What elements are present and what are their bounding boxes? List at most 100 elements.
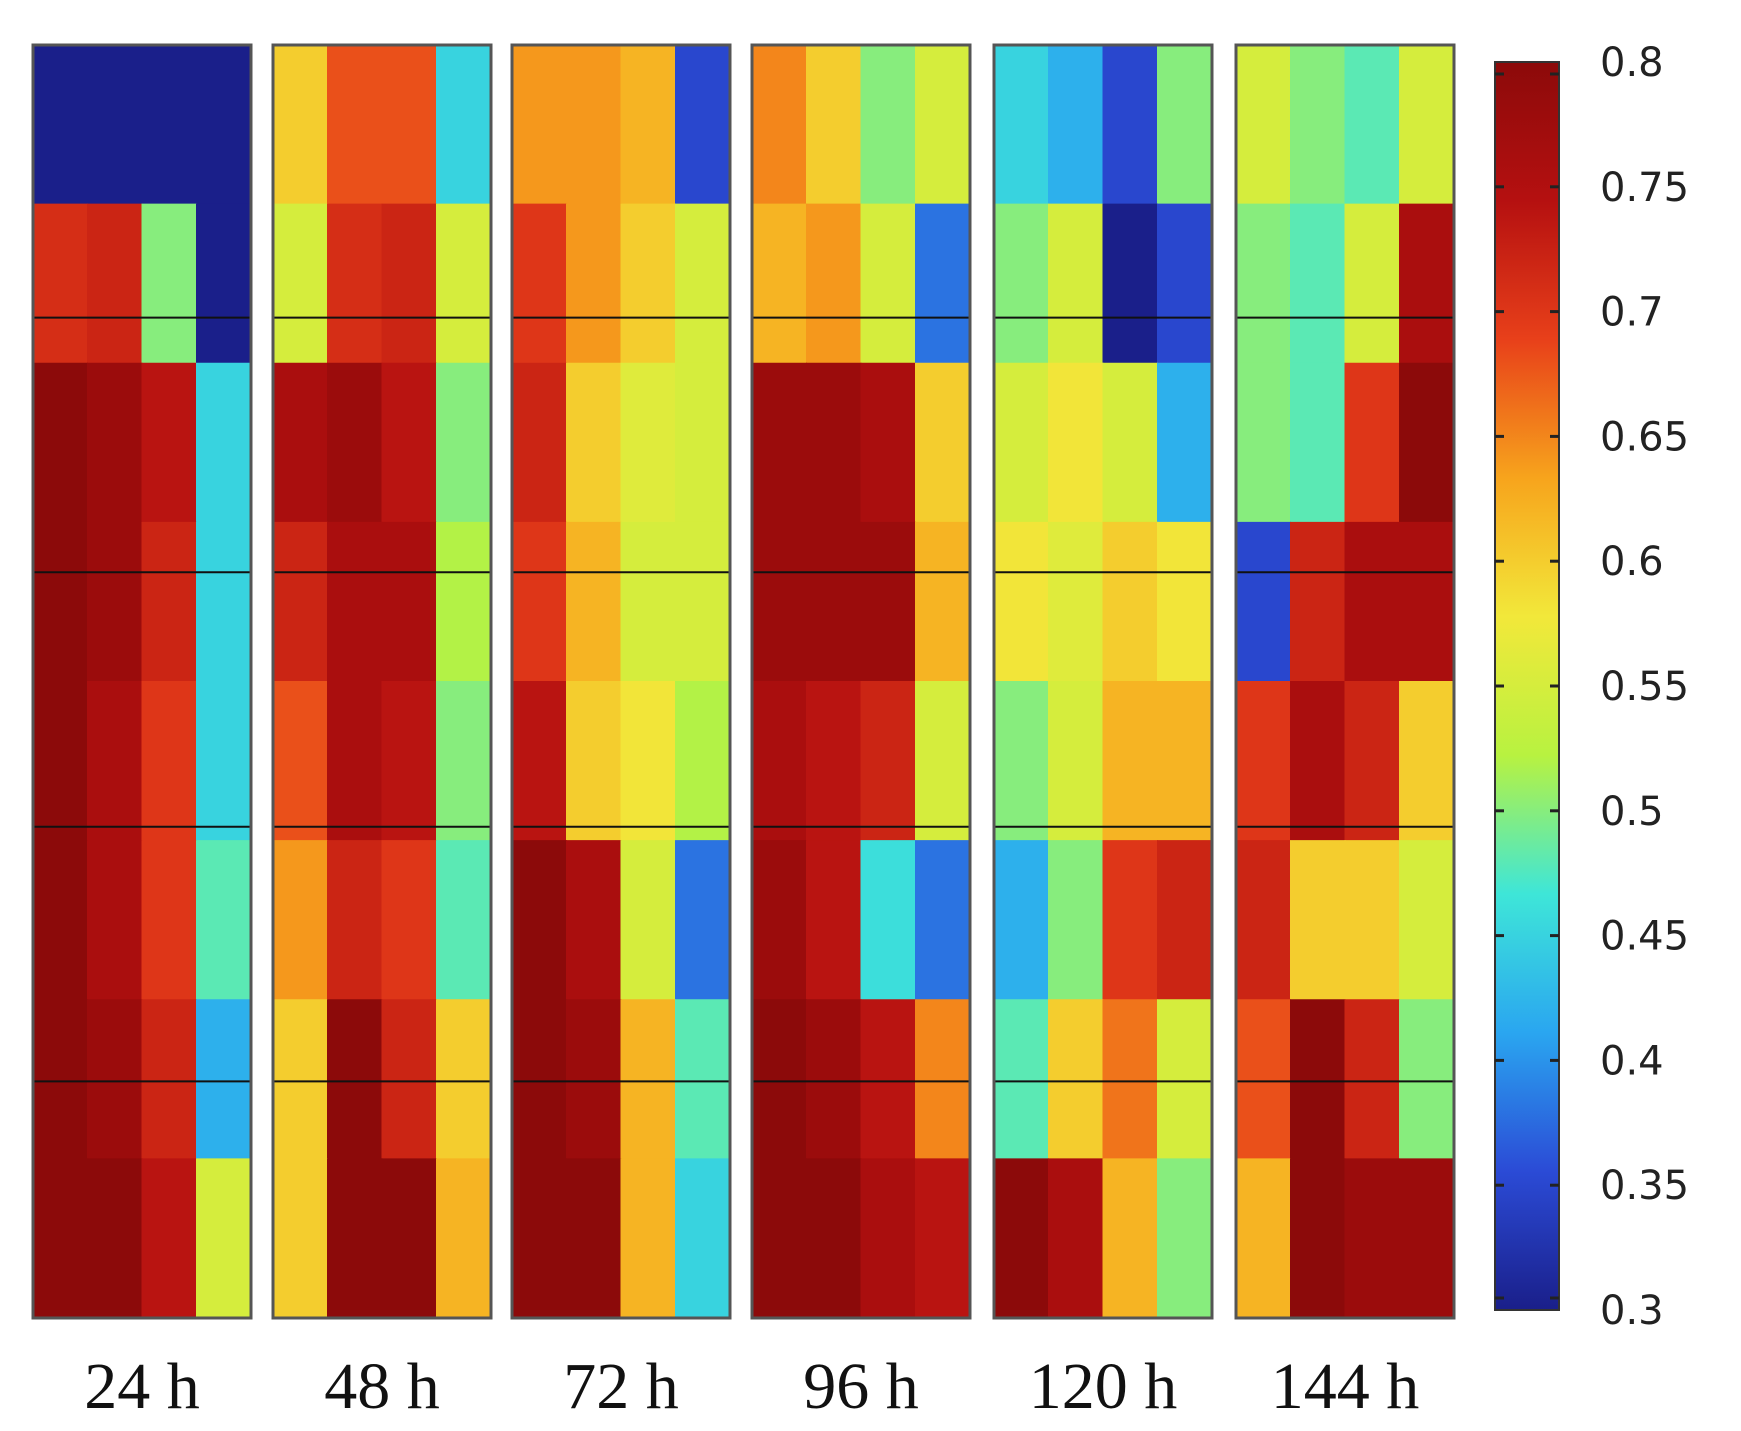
colorbar-tick-label: 0.8 [1600, 40, 1664, 86]
heatmap-cell [196, 1158, 251, 1318]
heatmap-cell [273, 45, 328, 205]
heatmap-cells [1236, 45, 1454, 1318]
heatmap-cell [327, 1158, 383, 1318]
heatmap-cell [806, 45, 862, 205]
heatmap-cell [860, 999, 916, 1160]
heatmap-cell [1048, 840, 1104, 1001]
heatmap-cell [512, 999, 567, 1160]
heatmap-cell [1102, 45, 1158, 205]
heatmap-cell [675, 999, 730, 1160]
heatmap-cell [381, 681, 437, 842]
heatmap-cell [1399, 45, 1454, 205]
heatmap-cell [675, 203, 730, 364]
heatmap-cell [994, 521, 1049, 682]
heatmap-cell [860, 840, 916, 1001]
heatmap-cell [860, 681, 916, 842]
colorbar-tick-label: 0.6 [1600, 539, 1664, 585]
heatmap-cell [620, 999, 676, 1160]
heatmap-panel: 24 h [31, 43, 253, 1423]
heatmap-cell [566, 681, 622, 842]
panel-border [31, 43, 253, 1320]
heatmap-cell [620, 362, 676, 523]
colorbar: 0.8 0.75 0.7 0.65 0.6 0.55 0.5 0.45 0.4 0.35 0.3 [1494, 40, 1689, 1334]
heatmap-cell [327, 45, 383, 205]
heatmap-cell [1157, 362, 1212, 523]
heatmap-cell [327, 362, 383, 523]
heatmap-cell [1290, 521, 1346, 682]
heatmap-cells [994, 45, 1212, 1318]
heatmap-cell [1157, 999, 1212, 1160]
colorbar-tick-label: 0.5 [1600, 789, 1664, 835]
heatmap-cell [436, 521, 491, 682]
panel-label: 120 h [1029, 1350, 1178, 1423]
heatmap-cell [675, 521, 730, 682]
heatmap-cell [327, 521, 383, 682]
heatmap-cell [33, 521, 88, 682]
heatmap-cell [752, 681, 807, 842]
heatmap-cell [87, 1158, 143, 1318]
heatmap-cell [327, 840, 383, 1001]
heatmap-cell [1157, 840, 1212, 1001]
heatmap-cell [1399, 1158, 1454, 1318]
panel-border [992, 43, 1214, 1320]
heatmap-cell [806, 203, 862, 364]
heatmap-cell [1157, 45, 1212, 205]
heatmap-cell [141, 521, 197, 682]
heatmap-cell [1236, 681, 1291, 842]
heatmap-cell [752, 521, 807, 682]
heatmap-cell [1344, 681, 1400, 842]
heatmap-cell [87, 521, 143, 682]
heatmap-cell [436, 840, 491, 1001]
heatmap-cell [273, 521, 328, 682]
heatmap-cell [1048, 681, 1104, 842]
heatmap-cell [915, 45, 970, 205]
colorbar-rect [1494, 61, 1560, 1311]
heatmap-cell [512, 203, 567, 364]
heatmap-cell [512, 521, 567, 682]
heatmap-cell [87, 45, 143, 205]
heatmap-cell [436, 362, 491, 523]
heatmap-cell [620, 681, 676, 842]
heatmap-panel: 96 h [750, 43, 972, 1423]
heatmap-cell [806, 521, 862, 682]
heatmap-cell [1290, 1158, 1346, 1318]
heatmap-cell [1399, 840, 1454, 1001]
colorbar-tick-label: 0.75 [1600, 165, 1689, 211]
heatmap-cell [1157, 1158, 1212, 1318]
heatmap-cell [675, 840, 730, 1001]
heatmap-cell [1344, 362, 1400, 523]
heatmap-cell [566, 1158, 622, 1318]
heatmap-cell [860, 521, 916, 682]
heatmap-cell [1290, 203, 1346, 364]
heatmap-cell [752, 999, 807, 1160]
heatmap-cell [436, 45, 491, 205]
heatmap-cell [806, 362, 862, 523]
heatmap-cell [196, 521, 251, 682]
heatmap-cell [620, 203, 676, 364]
heatmap-cell [87, 840, 143, 1001]
heatmap-cell [436, 999, 491, 1160]
heatmap-cell [1290, 362, 1346, 523]
heatmap-cell [1048, 45, 1104, 205]
heatmap-cell [1399, 203, 1454, 364]
heatmap-cell [512, 45, 567, 205]
heatmap-cell [1290, 681, 1346, 842]
heatmap-cell [273, 999, 328, 1160]
heatmap-cell [273, 1158, 328, 1318]
heatmap-cell [915, 999, 970, 1160]
heatmap-cell [1048, 999, 1104, 1160]
heatmap-cell [381, 203, 437, 364]
heatmap-cell [1102, 203, 1158, 364]
heatmap-cell [1344, 1158, 1400, 1318]
heatmap-cell [141, 45, 197, 205]
heatmap-cell [141, 840, 197, 1001]
colorbar-tick-label: 0.45 [1600, 914, 1689, 960]
heatmap-cell [752, 45, 807, 205]
heatmap-cell [1236, 999, 1291, 1160]
heatmap-cell [1236, 1158, 1291, 1318]
heatmap-cell [33, 681, 88, 842]
heatmap-cell [381, 840, 437, 1001]
heatmap-cell [1157, 203, 1212, 364]
heatmap-cell [1236, 362, 1291, 523]
